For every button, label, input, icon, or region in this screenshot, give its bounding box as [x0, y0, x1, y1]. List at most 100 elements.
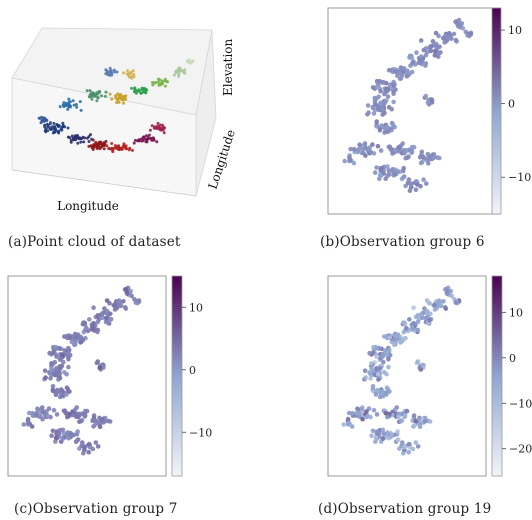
scatter-point: [359, 406, 365, 412]
cloud-point: [75, 105, 79, 109]
cloud-point: [77, 137, 81, 141]
scatter-point: [389, 120, 395, 126]
scatter-point: [427, 45, 432, 50]
scatter-point: [423, 93, 429, 99]
scatter-point: [348, 146, 353, 152]
scatter-point: [78, 339, 84, 345]
scatter-point: [411, 413, 417, 418]
scatter-point: [75, 429, 80, 434]
colorbar-tick-label: −20: [509, 443, 532, 456]
scatter-points: [342, 17, 474, 193]
cloud-point: [39, 121, 43, 125]
cloud-point: [68, 136, 72, 140]
scatter-point: [436, 51, 442, 56]
colorbar-tick-label: 0: [189, 364, 196, 377]
scatter-point: [441, 35, 447, 41]
scatter-point: [374, 412, 380, 417]
scatter-point: [50, 384, 56, 389]
cloud-point: [156, 124, 159, 128]
cloud-point: [72, 103, 76, 107]
colorbar-tick-label: 0: [509, 352, 516, 365]
scatter-point: [443, 287, 449, 292]
cloud-point: [146, 137, 150, 141]
scatter-point: [26, 420, 32, 426]
scatter-point: [421, 177, 426, 182]
point-cloud-points: [37, 58, 195, 154]
scatter-point: [371, 407, 377, 413]
scatter-point: [95, 319, 101, 325]
scatter-point: [350, 410, 355, 416]
x-axis-label: Longitude: [57, 199, 119, 213]
cloud-point: [156, 121, 160, 125]
scatter-point: [414, 179, 419, 184]
cloud-point: [110, 97, 114, 101]
cloud-point: [60, 128, 64, 132]
scatter-point: [401, 166, 406, 171]
scatter-point: [410, 446, 416, 452]
scatter-point: [436, 298, 442, 303]
scatter-point: [360, 416, 365, 422]
cloud-point: [148, 128, 152, 132]
cloud-point: [95, 99, 99, 103]
scatter-point: [91, 305, 96, 310]
scatter-point: [367, 145, 372, 150]
cloud-point: [108, 92, 112, 96]
cloud-point: [96, 96, 100, 100]
scatter-point: [386, 432, 391, 437]
cloud-point: [122, 71, 125, 75]
scatter-point: [411, 59, 416, 64]
scatter-point: [425, 99, 431, 105]
scatter-point: [393, 87, 398, 92]
scatter-point: [374, 84, 380, 90]
scatter-point: [390, 151, 395, 156]
scatter-point: [409, 182, 414, 187]
scatter-point: [380, 436, 386, 442]
cloud-point: [49, 126, 52, 130]
cloud-point: [134, 91, 138, 95]
scatter-point: [91, 413, 97, 418]
scatter-point: [418, 184, 423, 189]
cloud-point: [158, 78, 161, 82]
cloud-point: [61, 123, 65, 127]
scatter-point: [60, 352, 65, 358]
scatter-point: [102, 419, 108, 424]
scatter-point: [372, 101, 378, 106]
cloud-point: [172, 73, 176, 77]
cloud-point: [108, 66, 112, 70]
scatter-point: [66, 364, 71, 370]
cloud-point: [114, 94, 118, 98]
cloud-point: [158, 126, 162, 130]
scatter-point: [424, 315, 429, 321]
scatter-point: [378, 101, 383, 106]
scatter-point: [384, 87, 390, 92]
scatter-point: [372, 170, 378, 175]
scatter-point: [437, 44, 442, 50]
scatter-point: [410, 326, 415, 332]
caption-a: (a)Point cloud of dataset: [8, 234, 181, 250]
cloud-point: [82, 140, 86, 144]
cloud-point: [113, 146, 116, 150]
cloud-point: [142, 137, 146, 140]
scatter-point: [389, 432, 395, 437]
cloud-point: [105, 144, 109, 148]
scatter-point: [63, 410, 69, 416]
cloud-point: [142, 90, 146, 94]
scatter-point: [411, 305, 416, 310]
scatter-point: [389, 86, 395, 92]
scatter-point: [78, 418, 84, 424]
scatter-point: [427, 318, 432, 323]
scatter-point: [370, 142, 375, 147]
scatter-point: [386, 168, 391, 173]
scatter-point: [76, 414, 81, 420]
scatter-point: [380, 106, 385, 112]
cloud-point: [78, 100, 82, 104]
scatter-point: [50, 350, 56, 355]
cloud-point: [154, 81, 158, 85]
scatter-point: [35, 406, 40, 411]
scatter-point: [49, 433, 54, 438]
scatter-point: [373, 439, 378, 444]
z-axis-label: Elevation: [221, 38, 235, 96]
scatter-point: [346, 410, 352, 416]
scatter-point: [368, 376, 373, 381]
cloud-point: [183, 68, 187, 72]
